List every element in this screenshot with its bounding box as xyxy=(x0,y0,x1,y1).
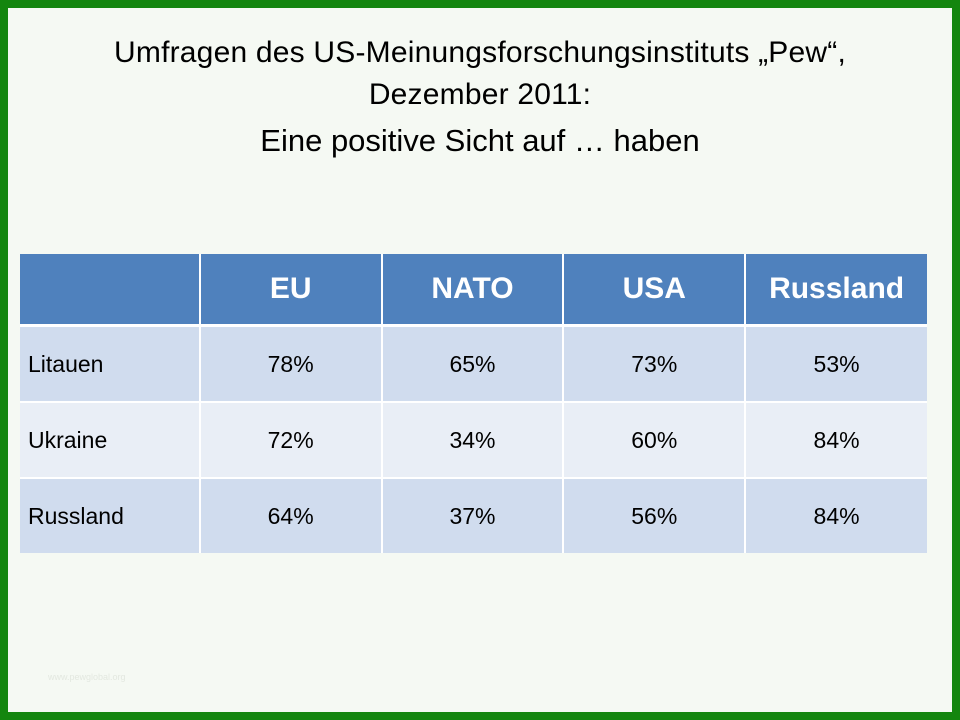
table-cell: 84% xyxy=(744,401,927,478)
table-cell: 60% xyxy=(562,401,746,478)
row-label: Ukraine xyxy=(20,401,200,478)
column-header-eu: EU xyxy=(198,254,382,327)
slide-subtitle: Eine positive Sicht auf … haben xyxy=(260,123,700,158)
column-header-usa: USA xyxy=(562,254,746,327)
title-block: Umfragen des US-Meinungsforschungsinstit… xyxy=(8,32,952,166)
column-header-nato: NATO xyxy=(380,254,564,327)
header-corner xyxy=(20,254,200,327)
table-row-russland: Russland 64% 37% 56% 84% xyxy=(20,477,927,553)
table-cell: 34% xyxy=(380,401,564,478)
row-label: Russland xyxy=(20,477,200,553)
table-cell: 84% xyxy=(744,477,927,553)
table-cell: 78% xyxy=(198,324,382,402)
table-cell: 53% xyxy=(744,324,927,402)
table-cell: 64% xyxy=(198,477,382,553)
slide-date: Dezember 2011: xyxy=(368,78,592,111)
table-row-litauen: Litauen 78% 65% 73% 53% xyxy=(20,324,927,402)
table-cell: 65% xyxy=(380,324,564,402)
table-cell: 56% xyxy=(562,477,746,553)
table-cell: 73% xyxy=(562,324,746,402)
column-header-russland: Russland xyxy=(744,254,927,327)
footer-watermark: www.pewglobal.org xyxy=(48,672,126,682)
row-label: Litauen xyxy=(20,324,200,402)
slide-title: Umfragen des US-Meinungsforschungsinstit… xyxy=(114,36,846,69)
table-cell: 72% xyxy=(198,401,382,478)
table-row-ukraine: Ukraine 72% 34% 60% 84% xyxy=(20,401,927,478)
table-header-row: EU NATO USA Russland xyxy=(20,254,927,327)
survey-table: EU NATO USA Russland Litauen 78% 65% 73%… xyxy=(20,254,927,553)
table-cell: 37% xyxy=(380,477,564,553)
